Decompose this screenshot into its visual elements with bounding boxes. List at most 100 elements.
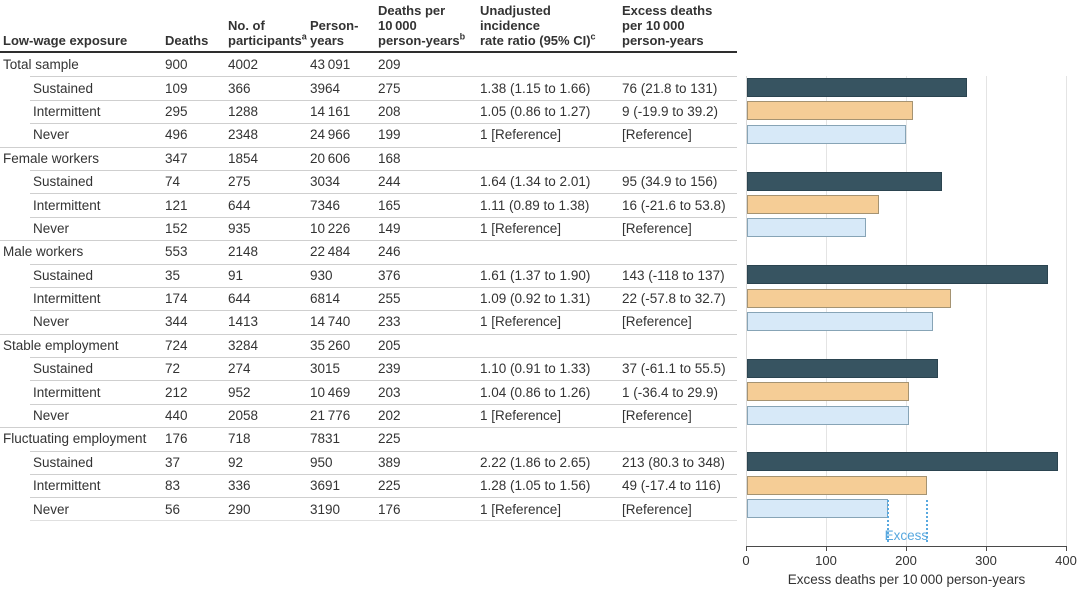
table-cell: 16 (-21.6 to 53.8)	[622, 197, 726, 213]
table-cell: 225	[378, 478, 401, 494]
table-cell: 246	[378, 244, 401, 260]
table-cell: 952	[228, 384, 251, 400]
table-cell: 3964	[310, 80, 341, 96]
table-cell: 10 469	[310, 384, 351, 400]
table-cell: Intermittent	[33, 197, 101, 213]
table-cell: 165	[378, 197, 401, 213]
table-cell: 295	[165, 103, 188, 119]
table-cell: [Reference]	[622, 408, 692, 424]
table-row: Intermittent 212 952 10 469 203 1.04 (0.86 to…	[0, 380, 737, 403]
table-cell: 37 (-61.1 to 55.5)	[622, 361, 726, 377]
table-cell: 203	[378, 384, 401, 400]
table-body: Total sample 900 4002 43 091 209 Sustained 109…	[0, 53, 737, 521]
table-cell: 3015	[310, 361, 341, 377]
table-cell: 389	[378, 454, 401, 470]
table-cell: Never	[33, 501, 70, 517]
table-cell: Intermittent	[33, 291, 101, 307]
table-cell: 1 (-36.4 to 29.9)	[622, 384, 719, 400]
bar-never	[747, 312, 934, 331]
table-cell: Sustained	[33, 174, 94, 190]
table-cell: Intermittent	[33, 384, 101, 400]
table-cell: Never	[33, 408, 70, 424]
table-row: Sustained 35 91 930 376 1.61 (1.37 to 1.90) 14…	[0, 263, 737, 287]
table-cell: 1288	[228, 103, 259, 119]
table-cell: 930	[310, 267, 333, 283]
table-cell: 1.10 (0.91 to 1.33)	[480, 361, 591, 377]
table-row: Never 56 290 3190 176 1 [Reference] [Reference…	[0, 497, 737, 520]
table-cell: 644	[228, 197, 251, 213]
bar-intermittent	[747, 382, 910, 402]
table-cell: 3190	[310, 501, 341, 517]
table-cell: 168	[378, 150, 401, 166]
table-cell: Never	[33, 314, 70, 330]
bar-never	[747, 218, 867, 238]
table-row: Sustained 109 366 3964 275 1.38 (1.15 to 1.66…	[0, 76, 737, 99]
column-header-person-years: Person- years	[310, 18, 359, 48]
table-cell: 37	[165, 454, 181, 470]
table-cell: 22 (-57.8 to 32.7)	[622, 291, 726, 307]
table-cell: 1.11 (0.89 to 1.38)	[480, 197, 590, 213]
table-cell: [Reference]	[622, 220, 692, 236]
table-cell: 225	[378, 431, 401, 447]
table-cell: 1.05 (0.86 to 1.27)	[480, 103, 591, 119]
table-cell: 7346	[310, 197, 341, 213]
table-cell: 95 (34.9 to 156)	[622, 174, 718, 190]
table-cell: 4002	[228, 57, 259, 73]
table-cell: 10 226	[310, 220, 351, 236]
table-cell: Never	[33, 127, 70, 143]
table-cell: 176	[378, 501, 401, 517]
table-cell: [Reference]	[622, 127, 692, 143]
table-row: Female workers 347 1854 20 606 168	[0, 146, 737, 170]
table-cell: 935	[228, 220, 251, 236]
column-header-irr: Unadjusted incidence rate ratio (95% CI)…	[480, 3, 596, 48]
table-cell: Intermittent	[33, 103, 101, 119]
table-cell: 274	[228, 361, 251, 377]
table-cell: 1.64 (1.34 to 2.01)	[480, 174, 591, 190]
table-cell: 1.28 (1.05 to 1.56)	[480, 478, 591, 494]
bar-sustained	[747, 358, 939, 378]
table-row: Male workers 553 2148 22 484 246	[0, 240, 737, 263]
table-row: Intermittent 121 644 7346 165 1.11 (0.89 to 1…	[0, 193, 737, 216]
table-row: Intermittent 83 336 3691 225 1.28 (1.05 to 1.…	[0, 474, 737, 497]
table-cell: 900	[165, 57, 188, 73]
table-cell: 9 (-19.9 to 39.2)	[622, 103, 719, 119]
excess-dotline-right	[926, 500, 928, 542]
table-row: Intermittent 174 644 6814 255 1.09 (0.92 to 1…	[0, 286, 737, 310]
bar-intermittent	[747, 475, 927, 495]
x-axis-tick-label: 100	[815, 553, 837, 568]
table-cell: 344	[165, 314, 188, 330]
table-cell: 208	[378, 103, 401, 119]
x-axis-tick-label: 200	[895, 553, 917, 568]
table-cell: 336	[228, 478, 251, 494]
bar-intermittent	[747, 288, 951, 308]
column-header-participants: No. of participantsa	[228, 18, 307, 48]
bar-intermittent	[747, 195, 879, 214]
table-cell: 347	[165, 150, 188, 166]
table-cell: Intermittent	[33, 478, 101, 494]
bar-never	[747, 124, 907, 144]
table-cell: 6814	[310, 291, 341, 307]
table-cell: 275	[228, 174, 251, 190]
table-cell: 35 260	[310, 337, 351, 353]
table-cell: 176	[165, 431, 188, 447]
table-row: Total sample 900 4002 43 091 209	[0, 53, 737, 76]
table-cell: 43 091	[310, 57, 351, 73]
table-cell: 275	[378, 80, 401, 96]
table-cell: 14 161	[310, 103, 351, 119]
table-cell: 3691	[310, 478, 341, 494]
table-cell: 152	[165, 220, 188, 236]
table-cell: 149	[378, 220, 401, 236]
table-cell: 72	[165, 361, 181, 377]
bar-sustained	[747, 452, 1059, 472]
table-cell: 74	[165, 174, 181, 190]
table-cell: 1 [Reference]	[480, 408, 562, 424]
table-cell: 724	[165, 337, 188, 353]
table-row: Intermittent 295 1288 14 161 208 1.05 (0.86 t…	[0, 99, 737, 123]
table-cell: Female workers	[3, 150, 100, 166]
column-header-exposure: Low-wage exposure	[3, 33, 128, 48]
table-cell: 121	[165, 197, 188, 213]
table-row: Sustained 74 275 3034 244 1.64 (1.34 to 2.01)…	[0, 169, 737, 193]
bar-never	[747, 499, 888, 519]
table-cell: 950	[310, 454, 333, 470]
table-row: Stable employment 724 3284 35 260 205	[0, 333, 737, 357]
